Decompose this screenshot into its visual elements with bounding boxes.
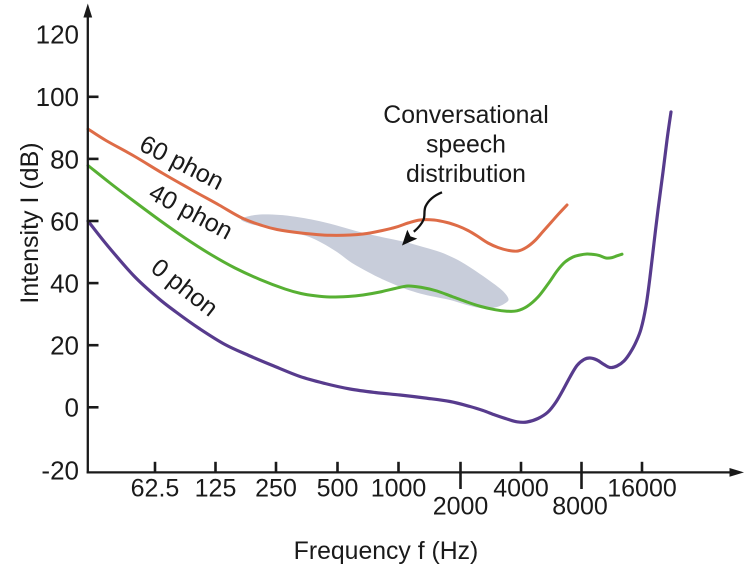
svg-text:Frequency f (Hz): Frequency f (Hz) bbox=[294, 538, 479, 565]
svg-text:2000: 2000 bbox=[433, 493, 489, 521]
svg-text:60: 60 bbox=[50, 206, 79, 236]
svg-text:speech: speech bbox=[426, 132, 506, 159]
svg-text:100: 100 bbox=[36, 82, 79, 112]
svg-text:16000: 16000 bbox=[607, 475, 677, 503]
svg-text:-20: -20 bbox=[41, 456, 79, 486]
svg-text:distribution: distribution bbox=[406, 161, 526, 188]
svg-text:500: 500 bbox=[317, 475, 359, 503]
svg-text:250: 250 bbox=[255, 475, 297, 503]
svg-text:62.5: 62.5 bbox=[131, 475, 180, 503]
svg-text:4000: 4000 bbox=[493, 475, 549, 503]
svg-text:8000: 8000 bbox=[552, 493, 608, 521]
svg-text:80: 80 bbox=[50, 144, 79, 174]
svg-text:Conversational: Conversational bbox=[383, 102, 548, 129]
svg-text:20: 20 bbox=[50, 331, 79, 361]
svg-text:1000: 1000 bbox=[371, 475, 427, 503]
svg-text:40: 40 bbox=[50, 269, 79, 299]
svg-text:120: 120 bbox=[36, 19, 79, 49]
svg-text:125: 125 bbox=[195, 475, 237, 503]
svg-text:0: 0 bbox=[65, 393, 79, 423]
svg-text:Intensity I (dB): Intensity I (dB) bbox=[16, 142, 44, 303]
